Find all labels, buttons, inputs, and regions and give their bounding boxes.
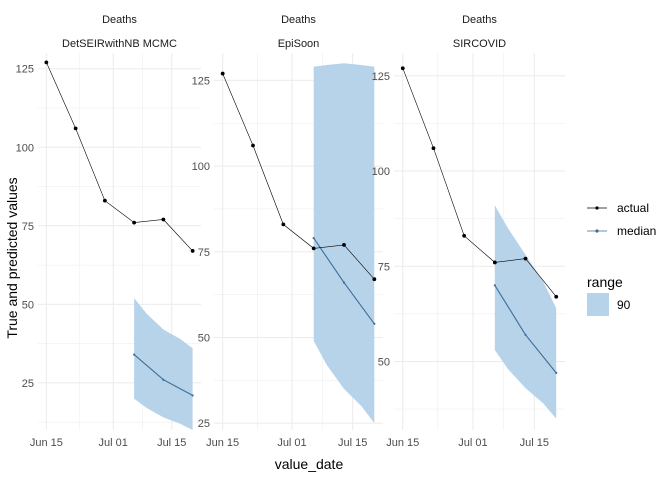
actual-point	[220, 71, 225, 76]
y-tick-label: 50	[22, 299, 34, 311]
x-tick-label: Jul 15	[520, 437, 549, 449]
actual-point	[44, 60, 49, 65]
legend-actual-label: actual	[617, 201, 649, 215]
x-tick-label: Jul 01	[458, 437, 487, 449]
x-tick-label: Jul 15	[157, 437, 186, 449]
legend-median-label: median	[617, 224, 656, 238]
median-point	[373, 322, 376, 325]
actual-line	[222, 73, 375, 280]
median-point	[312, 236, 315, 240]
median-point	[524, 333, 527, 336]
y-axis-title: True and predicted values	[4, 177, 20, 338]
y-tick-label: 75	[378, 261, 390, 273]
actual-point	[281, 222, 286, 227]
x-axis-title: value_date	[275, 456, 344, 472]
y-tick-label: 75	[198, 247, 210, 259]
panel-strip-model: SIRCOVID	[453, 38, 506, 50]
ribbon-90	[494, 205, 557, 419]
panel-1: Deaths DetSEIRwithNB MCMC 25 50 75 100 125 Jun …	[16, 14, 201, 449]
actual-point	[132, 220, 137, 225]
median-point	[555, 371, 558, 374]
x-tick-label: Jul 01	[99, 437, 128, 449]
x-tick-label: Jul 01	[277, 437, 306, 449]
x-tick-label: Jun 15	[30, 437, 63, 449]
actual-point	[342, 243, 346, 247]
actual-point	[251, 143, 255, 148]
legend-actual-point	[595, 206, 599, 210]
median-point	[191, 394, 194, 397]
median-point	[493, 284, 496, 287]
y-tick-label: 125	[372, 71, 390, 83]
median-point	[133, 353, 136, 356]
median-point	[162, 378, 165, 381]
legend-range-label: 90	[617, 298, 631, 312]
y-tick-label: 25	[22, 378, 34, 390]
x-tick-label: Jul 15	[338, 437, 367, 449]
panel-strip-metric: Deaths	[102, 14, 137, 26]
actual-point	[431, 146, 436, 151]
actual-point	[161, 217, 166, 222]
actual-point	[492, 260, 497, 265]
actual-point	[102, 198, 107, 203]
x-tick-label: Jun 15	[386, 437, 419, 449]
panel-strip-metric: Deaths	[281, 14, 316, 26]
actual-line	[402, 68, 557, 297]
actual-point	[190, 249, 195, 253]
y-tick-label: 25	[198, 418, 210, 430]
panel-strip-model: DetSEIRwithNB MCMC	[62, 38, 177, 50]
median-point	[342, 281, 346, 284]
panel-3: Deaths SIRCOVID 50 75 100 125 Jun 15 Jul 01 Jul …	[372, 14, 565, 449]
ribbon-90	[134, 298, 193, 430]
actual-point	[523, 256, 528, 261]
actual-point	[73, 126, 78, 131]
actual-line	[46, 62, 193, 252]
legend-range-title: range	[587, 274, 623, 290]
x-tick-label: Jun 15	[206, 437, 239, 449]
y-tick-label: 125	[192, 75, 210, 87]
y-tick-label: 100	[192, 161, 210, 173]
y-tick-label: 75	[22, 221, 34, 233]
panel-strip-model: EpiSoon	[278, 38, 320, 50]
panel-strip-metric: Deaths	[462, 14, 497, 26]
y-tick-label: 125	[16, 64, 34, 76]
actual-point	[372, 277, 377, 282]
legend-median-point	[595, 229, 599, 233]
legend: actual median range 90	[587, 201, 656, 316]
actual-point	[400, 66, 405, 71]
actual-point	[311, 246, 316, 251]
y-tick-label: 100	[372, 166, 390, 178]
legend-range-swatch	[587, 293, 609, 316]
actual-point	[462, 233, 467, 238]
y-tick-label: 100	[16, 142, 34, 154]
y-tick-label: 50	[378, 356, 390, 368]
y-tick-label: 50	[198, 332, 210, 344]
actual-point	[554, 294, 559, 299]
panel-2: Deaths EpiSoon 25 50 75 100 125 Jun 15 Jul 01 Jul…	[192, 14, 383, 449]
